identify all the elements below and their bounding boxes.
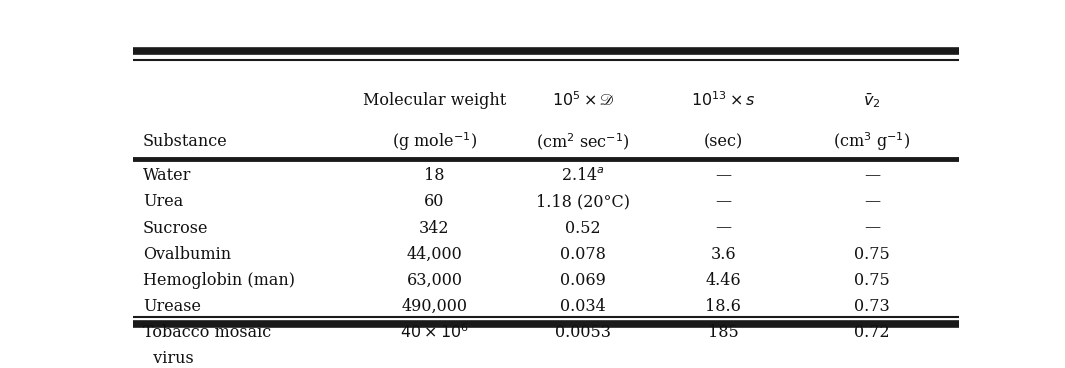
Text: Substance: Substance [143,134,228,151]
Text: —: — [716,220,732,237]
Text: 0.069: 0.069 [560,272,606,289]
Text: Tobacco mosaic: Tobacco mosaic [143,324,272,341]
Text: 44,000: 44,000 [407,245,462,263]
Text: 0.52: 0.52 [566,220,601,237]
Text: 0.078: 0.078 [560,245,606,263]
Text: 0.73: 0.73 [854,298,889,315]
Text: 60: 60 [424,194,444,210]
Text: Sucrose: Sucrose [143,220,209,237]
Text: Urea: Urea [143,194,183,210]
Text: 0.75: 0.75 [854,245,889,263]
Text: 0.034: 0.034 [560,298,606,315]
Text: 3.6: 3.6 [710,245,736,263]
Text: Ovalbumin: Ovalbumin [143,245,231,263]
Text: (cm$^2$ sec$^{-1}$): (cm$^2$ sec$^{-1}$) [536,131,629,152]
Text: (cm$^3$ g$^{-1}$): (cm$^3$ g$^{-1}$) [833,131,911,153]
Text: —: — [864,194,880,210]
Text: 0.72: 0.72 [854,324,889,341]
Text: 490,000: 490,000 [402,298,468,315]
Text: virus: virus [143,350,194,367]
Text: —: — [716,167,732,184]
Text: 0.75: 0.75 [854,272,889,289]
Text: 4.46: 4.46 [705,272,741,289]
Text: $10^5 \times \mathscr{D}$: $10^5 \times \mathscr{D}$ [552,92,615,110]
Text: 185: 185 [708,324,739,341]
Text: $40 \times 10^6$: $40 \times 10^6$ [400,323,469,342]
Text: 2.14$^a$: 2.14$^a$ [561,167,605,184]
Text: 0.0053: 0.0053 [555,324,611,341]
Text: (sec): (sec) [704,134,743,151]
Text: Urease: Urease [143,298,201,315]
Text: 18: 18 [424,167,444,184]
Text: $10^{13} \times s$: $10^{13} \times s$ [691,92,756,110]
Text: 18.6: 18.6 [705,298,741,315]
Text: —: — [864,220,880,237]
Text: —: — [864,167,880,184]
Text: $\bar{v}_2$: $\bar{v}_2$ [863,91,881,110]
Text: —: — [716,194,732,210]
Text: (g mole$^{-1}$): (g mole$^{-1}$) [392,131,477,153]
Text: Hemoglobin (man): Hemoglobin (man) [143,272,295,289]
Text: Water: Water [143,167,192,184]
Text: 1.18 (20°C): 1.18 (20°C) [536,194,630,210]
Text: Molecular weight: Molecular weight [363,92,506,109]
Text: 63,000: 63,000 [407,272,462,289]
Text: 342: 342 [420,220,449,237]
